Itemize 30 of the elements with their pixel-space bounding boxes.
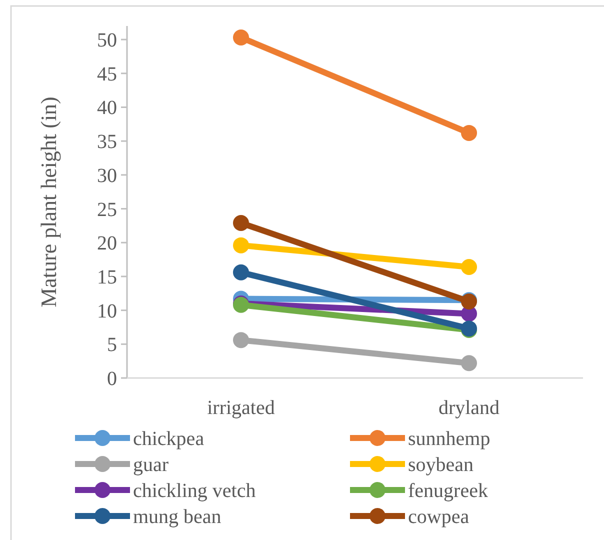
x-tick-label: dryland — [438, 397, 500, 419]
legend-label: sunnhemp — [408, 428, 490, 450]
legend-label: guar — [133, 454, 169, 476]
point — [233, 214, 249, 231]
legend-label: fenugreek — [408, 480, 488, 502]
y-tick-label: 15 — [97, 266, 117, 288]
x-tick-label: irrigated — [207, 397, 275, 419]
point — [461, 258, 477, 275]
point — [461, 124, 477, 141]
legend-label: cowpea — [408, 506, 470, 528]
y-tick-label: 35 — [97, 131, 117, 154]
y-tick-label: 5 — [107, 334, 117, 356]
point — [233, 264, 249, 280]
legend-label: mung bean — [133, 506, 222, 528]
y-tick-label: 45 — [97, 63, 117, 86]
legend-label: soybean — [408, 454, 474, 476]
legend-label: chickling vetch — [133, 480, 256, 502]
y-tick-label: 0 — [107, 368, 117, 390]
legend-label: chickpea — [133, 428, 204, 450]
point — [233, 30, 249, 46]
point — [233, 237, 249, 254]
y-axis-title: Mature plant height (in) — [36, 96, 61, 308]
y-tick-label: 50 — [97, 30, 117, 52]
y-tick-label: 25 — [97, 198, 117, 221]
y-tick-label: 20 — [97, 232, 117, 255]
point — [461, 355, 477, 372]
y-tick-label: 40 — [97, 97, 117, 120]
y-tick-label: 10 — [97, 300, 117, 322]
y-tick-label: 30 — [97, 164, 117, 187]
point — [233, 332, 249, 348]
